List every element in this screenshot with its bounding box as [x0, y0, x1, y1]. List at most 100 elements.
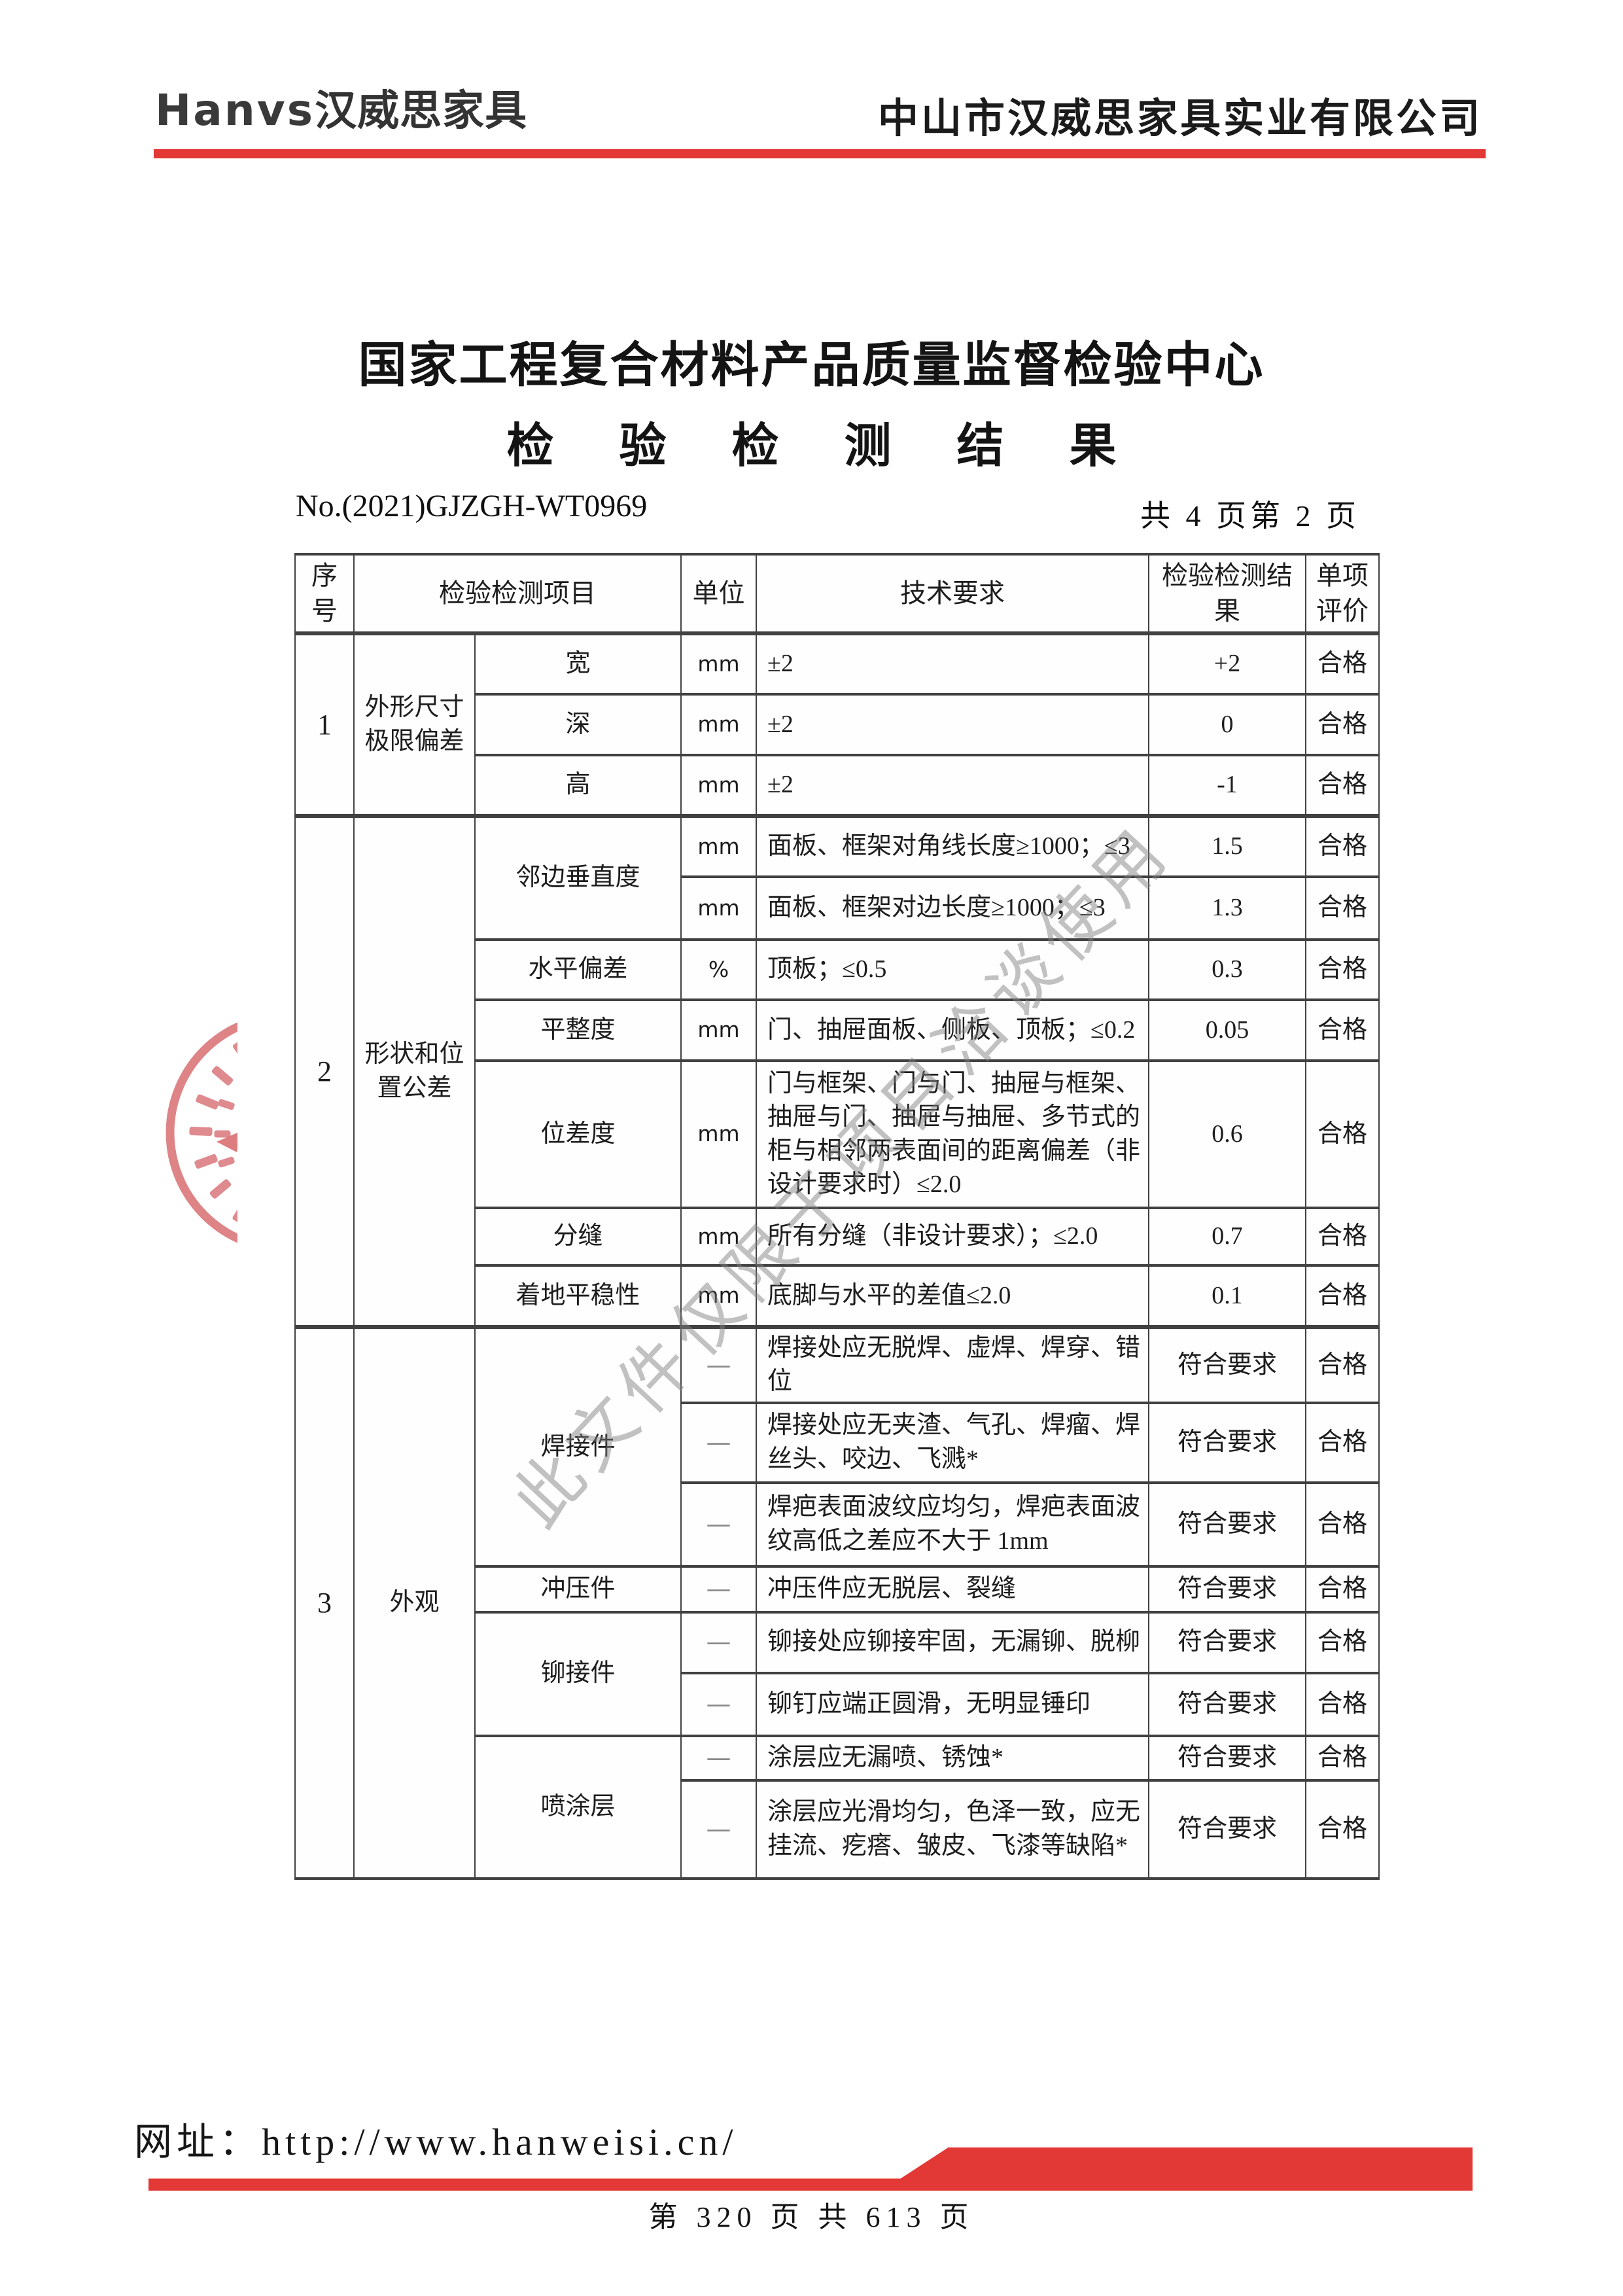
row-requirement: ±2: [756, 693, 1149, 756]
table-row: 分缝 mm 所有分缝（非设计要求）；≤2.0 0.7 合格: [295, 1207, 1380, 1267]
row-requirement: 焊疤表面波纹应均匀，焊疤表面波纹高低之差应不大于 1mm: [756, 1481, 1149, 1568]
table-row: 喷涂层 — 涂层应无漏喷、锈蚀* 符合要求 合格: [295, 1734, 1380, 1880]
row-evaluation: 合格: [1305, 1481, 1380, 1568]
report-number: No.(2021)GJZGH-WT0969: [296, 489, 648, 523]
row-item: 水平偏差: [474, 938, 682, 1001]
row-evaluation: 合格: [1305, 1564, 1380, 1614]
row-result: 0: [1148, 693, 1306, 756]
row-result: +2: [1148, 631, 1306, 696]
row-item: 铆接件: [474, 1610, 682, 1737]
row-unit: —: [680, 1734, 757, 1782]
row-evaluation: 合格: [1305, 631, 1380, 696]
row-unit: —: [680, 1778, 757, 1880]
row-requirement: 涂层应光滑均匀，色泽一致，应无挂流、疙瘩、皱皮、飞漆等缺陷*: [756, 1778, 1149, 1880]
row-evaluation: 合格: [1305, 1325, 1380, 1404]
row-unit: —: [680, 1564, 757, 1614]
row-unit: —: [680, 1401, 757, 1484]
row-result: 1.5: [1148, 814, 1306, 878]
row-result: 0.1: [1148, 1264, 1306, 1328]
row-item: 焊接件: [474, 1325, 682, 1568]
red-stamp: [166, 1022, 237, 1243]
row-evaluation: 合格: [1305, 1401, 1380, 1484]
row-result: 0.3: [1148, 938, 1306, 1001]
table-row: 1 外形尺寸极限偏差 宽 mm ±2 +2 合格: [294, 631, 1380, 817]
table-row: 3 外观 焊接件 — 焊接处应无脱焊、虚焊、焊穿、错位 符合要求 合格: [294, 1325, 1380, 1880]
col-header-unit: 单位: [680, 553, 757, 635]
row-unit: mm: [680, 1207, 757, 1267]
table-row: 平整度 mm 门、抽屉面板、侧板、顶板；≤0.2 0.05 合格: [295, 998, 1380, 1062]
col-header-eval-line2: 评价: [1316, 596, 1369, 626]
table-row: 深 mm ±2 0 合格: [295, 693, 1380, 756]
company-logo: Hanvs汉威思家具: [155, 77, 527, 137]
report-title: 检 验 检 测 结 果: [506, 420, 1143, 472]
row-result: 符合要求: [1148, 1564, 1306, 1614]
row-requirement: 冲压件应无脱层、裂缝: [756, 1564, 1149, 1614]
row-evaluation: 合格: [1305, 1671, 1380, 1737]
row-requirement: 门与框架、门与门、抽屉与框架、抽屉与门、抽屉与抽屉、多节式的柜与相邻两表面间的距…: [756, 1059, 1149, 1209]
col-header-evaluation: 单项 评价: [1305, 553, 1380, 635]
row-unit: mm: [680, 754, 757, 817]
row-evaluation: 合格: [1305, 1734, 1380, 1782]
table-row: 位差度 mm 门与框架、门与门、抽屉与框架、抽屉与门、抽屉与抽屉、多节式的柜与相…: [295, 1059, 1380, 1209]
row-requirement: 底脚与水平的差值≤2.0: [756, 1264, 1149, 1328]
row-evaluation: 合格: [1305, 938, 1380, 1001]
row-result: 符合要求: [1148, 1734, 1306, 1782]
table-row: — 焊接处应无夹渣、气孔、焊瘤、焊丝头、咬边、飞溅* 符合要求 合格: [295, 1401, 1380, 1484]
logo-cn: 汉威思家具: [315, 87, 528, 134]
row-unit: —: [680, 1325, 757, 1404]
table-row: 着地平稳性 mm 底脚与水平的差值≤2.0 0.1 合格: [295, 1264, 1380, 1328]
table-row: — 铆钉应端正圆滑，无明显锤印 符合要求 合格: [295, 1671, 1380, 1737]
row-seq: 1: [294, 631, 355, 817]
row-evaluation: 合格: [1305, 1778, 1380, 1880]
row-requirement: 铆钉应端正圆滑，无明显锤印: [756, 1671, 1149, 1737]
row-result: 0.6: [1148, 1059, 1306, 1209]
logo-initial: H: [155, 85, 194, 135]
row-seq: 3: [294, 1325, 355, 1880]
row-item: 深: [474, 693, 682, 756]
table-row: 冲压件 — 冲压件应无脱层、裂缝 符合要求 合格: [295, 1564, 1380, 1614]
row-evaluation: 合格: [1305, 1059, 1380, 1209]
col-header-requirement: 技术要求: [756, 553, 1149, 635]
table-row: — 涂层应光滑均匀，色泽一致，应无挂流、疙瘩、皱皮、飞漆等缺陷* 符合要求 合格: [295, 1778, 1380, 1880]
header-red-rule: [154, 149, 1486, 158]
row-evaluation: 合格: [1305, 814, 1380, 878]
row-evaluation: 合格: [1305, 1610, 1380, 1674]
row-unit: —: [680, 1610, 757, 1674]
inspection-results-table: 序号 检验检测项目 单位 技术要求 检验检测结果 单项评价 1 外形尺寸极限偏差…: [294, 553, 1380, 1880]
row-item: 邻边垂直度: [474, 814, 682, 941]
row-requirement: 涂层应无漏喷、锈蚀*: [756, 1734, 1149, 1782]
row-unit: —: [680, 1481, 757, 1568]
col-header-result: 检验检测结果: [1148, 553, 1306, 635]
col-header-item: 检验检测项目: [353, 553, 682, 635]
row-evaluation: 合格: [1305, 693, 1380, 756]
row-result: 符合要求: [1148, 1325, 1306, 1404]
row-unit: mm: [680, 1059, 757, 1209]
row-group: 外形尺寸极限偏差: [353, 631, 476, 817]
table-header-row: 序号 检验检测项目 单位 技术要求 检验检测结果 单项评价: [294, 553, 1380, 635]
row-requirement: 面板、框架对边长度≥1000；≤3: [756, 875, 1149, 941]
row-result: 1.3: [1148, 875, 1306, 941]
col-header-eval-line1: 单项: [1316, 561, 1369, 590]
row-unit: mm: [680, 814, 757, 878]
website-url: 网址：http://www.hanweisi.cn/: [134, 2121, 738, 2163]
row-requirement: 铆接处应铆接牢固，无漏铆、脱柳: [756, 1610, 1149, 1674]
row-unit: mm: [680, 693, 757, 756]
logo-latin: anvs: [193, 85, 315, 135]
table-row: — 焊疤表面波纹应均匀，焊疤表面波纹高低之差应不大于 1mm 符合要求 合格: [295, 1481, 1380, 1568]
page-count: 共 4 页第 2 页: [1140, 499, 1360, 533]
row-result: 符合要求: [1148, 1401, 1306, 1484]
row-item: 宽: [474, 631, 682, 696]
row-unit: mm: [680, 998, 757, 1062]
row-requirement: 门、抽屉面板、侧板、顶板；≤0.2: [756, 998, 1149, 1062]
row-requirement: 所有分缝（非设计要求）；≤2.0: [756, 1207, 1149, 1267]
row-requirement: 焊接处应无夹渣、气孔、焊瘤、焊丝头、咬边、飞溅*: [756, 1401, 1149, 1484]
row-item: 冲压件: [474, 1564, 682, 1614]
row-result: 符合要求: [1148, 1481, 1306, 1568]
col-header-seq: 序号: [294, 553, 355, 635]
row-evaluation: 合格: [1305, 875, 1380, 941]
row-evaluation: 合格: [1305, 754, 1380, 817]
row-unit: %: [680, 938, 757, 1001]
table-row: 2 形状和位置公差 邻边垂直度 mm 面板、框架对角线长度≥1000；≤3 1.…: [294, 814, 1380, 1328]
table-row: 铆接件 — 铆接处应铆接牢固，无漏铆、脱柳 符合要求 合格: [295, 1610, 1380, 1737]
row-unit: mm: [680, 631, 757, 696]
